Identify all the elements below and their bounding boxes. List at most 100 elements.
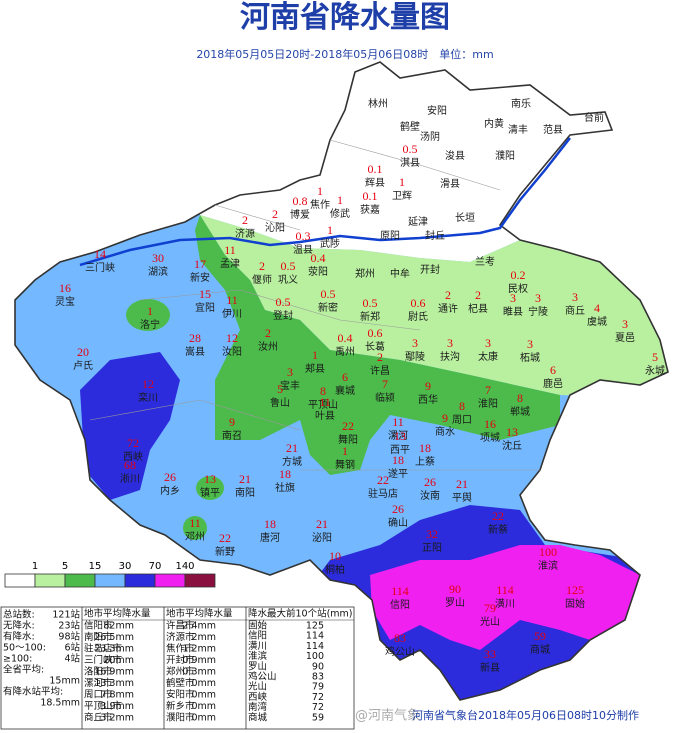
legend-swatch — [184, 573, 216, 588]
station-value: 1 — [312, 348, 318, 362]
table-name: 南阳市 — [84, 631, 113, 643]
station-value: 1 — [147, 304, 153, 318]
station-name: 虞城 — [587, 315, 607, 328]
station-value: 26 — [164, 470, 176, 484]
station-name: 汝南 — [420, 489, 440, 502]
station-name: 修武 — [330, 207, 350, 220]
station-name: 洛宁 — [140, 318, 160, 331]
legend-label: 5 — [62, 561, 68, 572]
station-value: 3 — [485, 336, 491, 350]
station-value: 0.1 — [368, 162, 383, 176]
station-name: 淮滨 — [538, 559, 558, 572]
stat-value: 18.5mm — [40, 698, 80, 709]
station-value: 28 — [189, 331, 201, 345]
station-name: 台前 — [584, 111, 604, 124]
station-value: 3 — [527, 337, 533, 351]
table-name: 许昌市 — [166, 620, 195, 632]
table-value: 0mm — [191, 690, 216, 701]
station-value: 22 — [377, 473, 389, 487]
station-value: 0.8 — [293, 194, 308, 208]
station-value: 30 — [152, 251, 164, 265]
legend-swatch — [34, 573, 66, 588]
table-name: 罗山 — [248, 661, 267, 672]
station-value: 16 — [484, 417, 496, 431]
station-value: 2 — [265, 326, 271, 340]
station-value: 3 — [535, 291, 541, 305]
station-value: 33 — [484, 647, 496, 661]
station-name: 固始 — [565, 597, 585, 610]
station-value: 100 — [539, 545, 557, 559]
table-name: 潢川 — [248, 640, 267, 652]
table-name: 鸡公山 — [248, 671, 277, 683]
station-name: 鲁山 — [270, 396, 290, 409]
table-value: 0.9mm — [182, 655, 216, 666]
station-name: 伊川 — [222, 308, 242, 320]
table-name: 商丘市 — [84, 712, 113, 724]
table-value: 100 — [306, 651, 324, 662]
station-value: 0.5 — [363, 296, 378, 310]
station-value: 18 — [392, 453, 404, 467]
table-value: 125 — [306, 621, 324, 632]
legend-swatch — [4, 573, 36, 588]
station-name: 巩义 — [278, 274, 298, 286]
station-name: 确山 — [388, 516, 408, 529]
table-value: 1.2mm — [182, 644, 216, 655]
station-name: 桐柏 — [325, 563, 345, 576]
credit: 河南省气象台2018年05月06日08时10分制作 — [412, 708, 639, 722]
station-value: 0.1 — [363, 189, 378, 203]
station-name: 获嘉 — [360, 203, 380, 216]
table-name: 洛阳市 — [84, 666, 113, 678]
station-name: 宜阳 — [195, 301, 215, 314]
station-value: 21 — [286, 441, 298, 455]
station-name: 临颍 — [375, 391, 395, 404]
station-value: 9 — [425, 379, 431, 393]
station-name: 尉氏 — [408, 310, 428, 323]
stat-label: 全省平均: — [3, 664, 44, 676]
station-value: 59 — [534, 629, 546, 643]
station-name: 西平 — [390, 445, 410, 456]
table-name: 平顶山市 — [84, 700, 123, 712]
station-name: 新蔡 — [488, 523, 508, 536]
zone-5-15 — [126, 299, 170, 331]
station-name: 荥阳 — [308, 265, 328, 278]
station-value: 12 — [226, 331, 238, 345]
station-value: 11 — [226, 293, 238, 307]
table-title: 地市平均降水量 — [166, 608, 233, 620]
station-value: 3 — [572, 290, 578, 304]
table-value: 0mm — [191, 713, 216, 724]
station-value: 0.5 — [321, 287, 336, 301]
station-name: 项城 — [480, 432, 500, 444]
station-name: 宁陵 — [528, 305, 548, 318]
table-title: 降水最大前10个站(mm) — [248, 608, 353, 620]
station-value: 12 — [142, 377, 154, 391]
table-name: 漯河市 — [84, 677, 113, 689]
table-name: 安阳市 — [166, 689, 195, 701]
station-value: 7 — [382, 377, 388, 391]
station-value: 8 — [320, 384, 326, 398]
station-name: 郸城 — [510, 405, 530, 418]
table-value: 83 — [312, 672, 324, 683]
station-name: 叶县 — [315, 410, 335, 422]
station-value: 5 — [652, 350, 658, 364]
station-name: 睢县 — [503, 305, 523, 318]
zone-5-15 — [183, 516, 207, 540]
station-name: 新密 — [318, 301, 338, 314]
station-value: 9 — [442, 411, 448, 425]
station-value: 0.2 — [511, 268, 526, 282]
station-value: 68 — [124, 458, 136, 472]
watermark: @河南气象 — [355, 708, 420, 724]
station-name: 湖滨 — [148, 265, 168, 278]
table-value: 23.3mm — [94, 644, 134, 655]
city-boundaries — [89, 139, 540, 471]
station-value: 0.3 — [296, 229, 311, 243]
station-value: 21 — [316, 517, 328, 531]
station-name: 沈丘 — [502, 439, 522, 452]
station-name: 开封 — [420, 263, 440, 276]
station-name: 太康 — [478, 350, 498, 363]
station-name: 泌阳 — [312, 531, 332, 544]
station-value: 8 — [459, 399, 465, 413]
station-value: 0.5 — [281, 259, 296, 273]
table-value: 2mm — [191, 632, 216, 643]
table-value: 72 — [312, 692, 324, 703]
